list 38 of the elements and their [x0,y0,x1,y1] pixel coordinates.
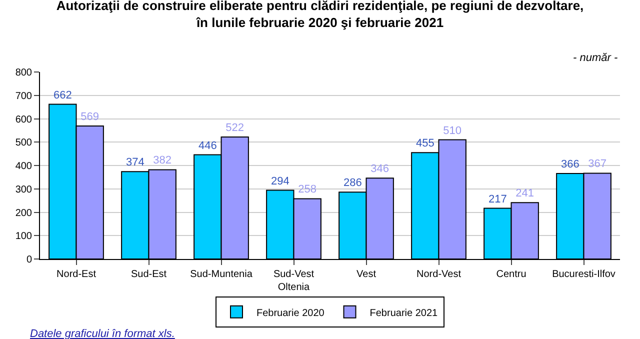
y-tick-label: 400 [15,161,32,172]
x-tick-label: Bucuresti-Ilfov [552,269,616,280]
data-label: 510 [443,124,462,137]
legend-label: Februarie 2021 [370,308,438,319]
chart-title: Autorizaţii de construire eliberate pentru clădiri rezidenţiale, pe regiuni de dezvoltare, în lunile februarie 2020 şi februarie 2021 [56,0,584,30]
data-label: 217 [488,193,507,206]
data-label: 382 [153,154,172,167]
y-tick-label: 700 [15,90,32,102]
x-tick-label: Nord-Est [56,269,96,280]
y-tick-label: 500 [15,138,32,149]
x-tick-label: Sud-Vest Oltenia [273,269,314,293]
y-tick-label: 300 [15,184,32,196]
legend-label: Februarie 2020 [256,308,325,319]
y-tick-label: 0 [26,254,32,266]
y-tick-label: 100 [15,231,32,242]
y-tick-label: 600 [15,114,32,126]
x-tick-label: Sud-Est [130,269,167,280]
data-label: 367 [588,158,607,170]
data-label: 569 [80,111,100,123]
text: Datele graficului în format xls. [30,328,175,339]
y-tick-label: 200 [15,208,32,219]
data-label: 258 [298,184,317,196]
x-tick-label: Nord-Vest [416,269,462,280]
x-tick-label: Sud-Muntenia [190,269,253,280]
data-label: 286 [343,177,362,190]
data-label: 366 [560,158,580,170]
data-label: 241 [516,188,534,200]
text: - număr - [573,52,618,64]
data-label: 374 [126,156,144,169]
data-label: 346 [370,163,390,176]
data-label: 455 [416,138,434,150]
data-label: 294 [270,175,290,188]
data-label: 662 [53,89,72,102]
x-tick-label: Vest [356,269,376,280]
x-tick-label: Centru [496,269,526,280]
y-tick-label: 800 [15,68,32,78]
data-label: 522 [226,122,244,134]
data-label: 446 [198,140,217,152]
